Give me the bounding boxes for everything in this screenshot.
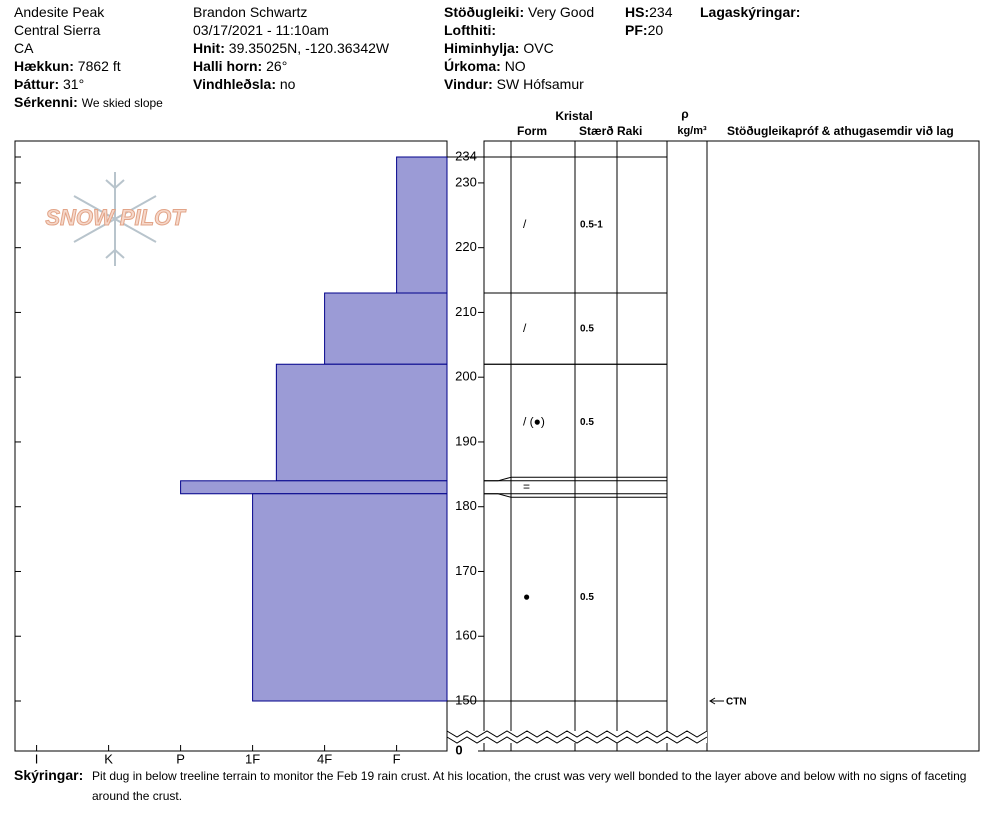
field-value: 31°: [63, 76, 85, 92]
test-arrowhead: [709, 697, 716, 705]
hardness-bar: [396, 156, 448, 294]
field-label: HS:: [625, 4, 650, 20]
grain-form: ●: [523, 590, 530, 604]
col-density-unit: kg/m³: [677, 125, 707, 137]
field-label: Sérkenni:: [14, 94, 78, 110]
field-label: Himinhylja:: [444, 40, 520, 56]
field-value: 26°: [266, 58, 288, 74]
field: Halli horn: 26°: [193, 57, 287, 75]
field: Hnit: 39.35025N, -120.36342W: [193, 39, 389, 57]
state: CA: [14, 40, 34, 56]
grain-size: 0.5: [580, 592, 594, 603]
logo-text: SNOW PILOT: [45, 205, 186, 230]
field-label: Hækkun:: [14, 58, 74, 74]
grain-form: / (●): [523, 415, 545, 429]
field: HS:234: [625, 3, 672, 21]
logo: [73, 172, 157, 266]
field: Lofthiti:: [444, 21, 496, 39]
site: Andesite Peak: [14, 4, 105, 20]
field: Vindur: SW Hófsamur: [444, 75, 584, 93]
y-tick-label: 200: [455, 369, 477, 384]
test-label: CTN: [726, 697, 747, 708]
field-label: Stöðugleiki:: [444, 4, 525, 20]
grain-size: 0.5: [580, 417, 594, 428]
field-label: PF:: [625, 22, 648, 38]
field-label: Lofthiti:: [444, 22, 497, 38]
y-tick-label: 0: [455, 742, 462, 757]
hardness-bar: [180, 480, 448, 495]
x-tick-label: P: [176, 751, 185, 766]
y-tick-label: 170: [455, 563, 477, 578]
y-tick-label: 190: [455, 433, 477, 448]
x-tick-label: 4F: [317, 751, 332, 766]
field-value: SW Hófsamur: [496, 76, 584, 92]
y-tick-label: 230: [455, 174, 477, 189]
field-value: Very Good: [528, 4, 595, 20]
hardness-bar: [252, 493, 448, 702]
field-value: We skied slope: [81, 96, 163, 110]
x-tick-label: F: [393, 751, 401, 766]
field: PF:20: [625, 21, 663, 39]
field-label: Halli horn:: [193, 58, 263, 74]
grain-form: =: [523, 479, 530, 493]
x-tick-label: 1F: [245, 751, 260, 766]
field-label: Úrkoma:: [444, 58, 501, 74]
col-crystal: Kristal: [555, 109, 592, 123]
layer-boundary: [484, 476, 667, 482]
y-tick-label: 220: [455, 239, 477, 254]
field-value: 20: [647, 22, 664, 38]
comments: Pit dug in below treeline terrain to mon…: [92, 769, 967, 803]
table-frame: [483, 140, 980, 752]
legend-title: Lagaskýringar:: [700, 4, 801, 20]
column-headers: Kristal Form Stærð Raki ρ kg/m³: [517, 107, 707, 138]
observer: Brandon Schwartz: [193, 4, 308, 20]
field: Stöðugleiki: Very Good: [444, 3, 594, 21]
field-value: 39.35025N, -120.36342W: [228, 40, 390, 56]
range: Central Sierra: [14, 22, 101, 38]
grain-form: /: [523, 321, 527, 335]
field: Sérkenni: We skied slope: [14, 93, 163, 112]
x-tick-label: I: [35, 751, 39, 766]
x-tick-label: K: [104, 751, 113, 766]
field-label: Vindur:: [444, 76, 493, 92]
hardness-bar: [275, 363, 448, 482]
field-label: Þáttur:: [14, 76, 60, 92]
field: Himinhylja: OVC: [444, 39, 554, 57]
col-moisture: Raki: [617, 124, 642, 138]
field: Vindhleðsla: no: [193, 75, 295, 93]
comments-label: Skýringar:: [14, 767, 84, 783]
field-value: NO: [504, 58, 526, 74]
field: Hækkun: 7862 ft: [14, 57, 121, 75]
field-value: OVC: [523, 40, 554, 56]
y-tick-label: 160: [455, 628, 477, 643]
field-label: Vindhleðsla:: [193, 76, 276, 92]
axis-break-lines: [446, 730, 708, 744]
field-value: 234: [649, 4, 673, 20]
grain-size: 0.5: [580, 323, 594, 334]
y-tick-label: 180: [455, 498, 477, 513]
grain-size: 0.5-1: [580, 220, 603, 231]
datetime: 03/17/2021 - 11:10am: [193, 22, 329, 38]
col-density: ρ: [681, 107, 688, 121]
field-value: no: [279, 76, 296, 92]
grain-form: /: [523, 217, 527, 231]
y-tick-label: 210: [455, 304, 477, 319]
table-columns: [510, 141, 708, 751]
col-form: Form: [517, 124, 547, 138]
y-tick-label: 150: [455, 692, 477, 707]
field: Úrkoma: NO: [444, 57, 526, 75]
col-size: Stærð: [579, 124, 614, 138]
y-tick-label: 234: [455, 148, 477, 163]
field-label: Hnit:: [193, 40, 225, 56]
field: Þáttur: 31°: [14, 75, 84, 93]
hardness-bar: [324, 292, 448, 365]
field-value: 7862 ft: [77, 58, 121, 74]
col-stability: Stöðugleikapróf & athugasemdir við lag: [727, 124, 954, 138]
